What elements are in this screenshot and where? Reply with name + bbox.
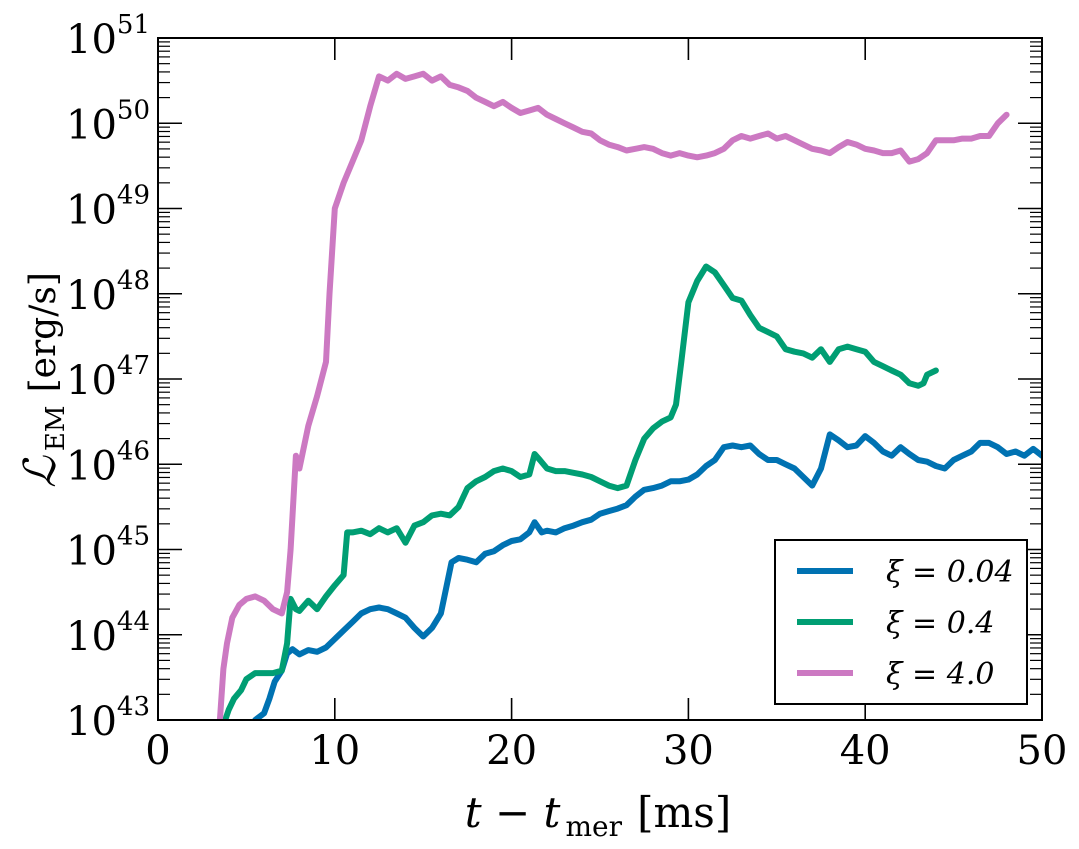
series-line-1 [222, 263, 939, 720]
legend-label-0: ξ = 0.04 [886, 555, 1014, 590]
x-axis-label-unit: [ms] [637, 788, 731, 837]
y-tick-label: 1049 [66, 181, 150, 234]
plot-frame [157, 37, 1043, 721]
y-tick-label-base: 10 [66, 443, 117, 489]
x-axis-label-main: t − t [465, 788, 561, 837]
y-tick-label-exp: 45 [117, 522, 150, 552]
x-tick-labels: 0 10 20 30 40 50 [145, 728, 1067, 774]
x-tick-label: 30 [663, 728, 714, 774]
y-axis-label-sub: EM [41, 405, 71, 451]
y-tick-label-base: 10 [66, 17, 117, 63]
y-axis-label: ℒ EM [erg/s] [15, 272, 71, 488]
y-tick-label-base: 10 [66, 529, 117, 575]
y-tick-label-exp: 44 [117, 607, 150, 637]
minor-ticks [158, 41, 1042, 695]
x-axis-label: t − t mer [ms] [465, 788, 732, 843]
x-tick-label: 50 [1017, 728, 1068, 774]
y-tick-label-base: 10 [66, 358, 117, 404]
legend-label-1: ξ = 0.4 [886, 606, 994, 641]
y-tick-label-base: 10 [66, 273, 117, 319]
y-tick-label: 1045 [66, 522, 150, 575]
y-tick-label: 1050 [66, 95, 150, 148]
y-tick-label-exp: 50 [117, 95, 150, 125]
y-tick-label-exp: 49 [117, 181, 150, 211]
x-tick-label: 20 [486, 728, 537, 774]
x-tick-label: 0 [145, 728, 170, 774]
y-tick-label-exp: 47 [117, 351, 150, 381]
y-tick-label-exp: 48 [117, 266, 150, 296]
y-tick-label-exp: 51 [117, 10, 150, 40]
y-tick-label-base: 10 [66, 188, 117, 234]
x-tick-label: 40 [840, 728, 891, 774]
y-tick-label-base: 10 [66, 102, 117, 148]
y-tick-label: 1051 [66, 10, 150, 63]
series-line-2 [216, 70, 1010, 720]
x-axis-label-sub: mer [565, 810, 622, 843]
y-tick-label: 1044 [66, 607, 150, 660]
legend-label-2: ξ = 4.0 [886, 657, 994, 692]
y-tick-label: 1047 [66, 351, 150, 404]
x-tick-label: 10 [309, 728, 360, 774]
series-line-0 [252, 431, 1042, 720]
y-tick-label-base: 10 [66, 699, 117, 745]
legend: ξ = 0.04 ξ = 0.4 ξ = 4.0 [774, 539, 1028, 705]
y-axis-label-main: ℒ [15, 455, 66, 488]
y-tick-label: 1048 [66, 266, 150, 319]
y-axis-label-unit: [erg/s] [23, 272, 64, 392]
y-tick-label-base: 10 [66, 614, 117, 660]
y-tick-label-exp: 46 [117, 436, 150, 466]
y-tick-label-exp: 43 [117, 692, 150, 722]
y-tick-label: 1046 [66, 436, 150, 489]
y-tick-label: 1043 [66, 692, 150, 745]
series-group [216, 70, 1042, 720]
